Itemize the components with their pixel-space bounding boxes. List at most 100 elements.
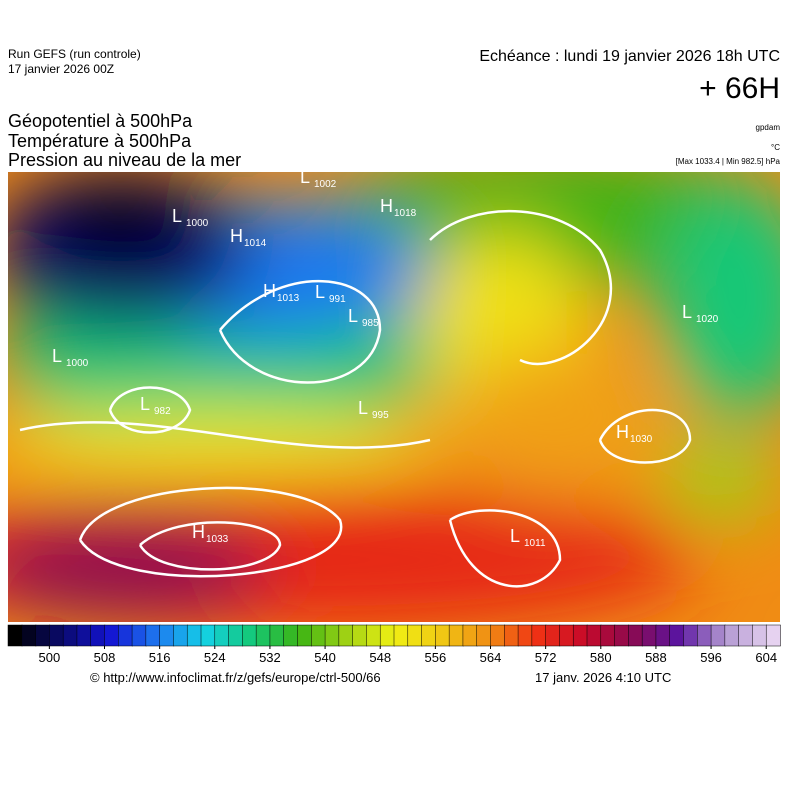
colorbar-swatch xyxy=(297,624,313,647)
center-kind: L xyxy=(358,398,368,418)
lead-time: + 66H xyxy=(699,72,780,105)
field: Géopotentiel à 500hPa xyxy=(8,111,193,131)
field: Pression au niveau de la mer xyxy=(8,150,241,170)
colorbar-swatch xyxy=(683,624,699,647)
colorbar-tick-label: 516 xyxy=(149,650,171,665)
colorbar-swatch xyxy=(186,624,202,647)
colorbar-swatch xyxy=(62,624,78,647)
colorbar-tick-label: 596 xyxy=(700,650,722,665)
colorbar-swatch xyxy=(118,624,133,647)
colorbar-swatch xyxy=(283,624,299,647)
center-kind: L xyxy=(348,306,358,326)
center-kind: L xyxy=(172,206,182,226)
colorbar-tick-label: 588 xyxy=(645,650,667,665)
colorbar-swatch xyxy=(752,624,767,647)
echeance: Echéance : lundi 19 janvier 2026 18h UTC xyxy=(479,48,780,65)
colorbar-swatch xyxy=(131,624,147,647)
colorbar-swatch xyxy=(572,624,588,647)
colorbar-swatch xyxy=(586,624,602,647)
colorbar-swatch xyxy=(738,624,754,647)
colorbar-swatch xyxy=(90,624,106,647)
colorbar-swatch xyxy=(600,624,616,647)
map xyxy=(8,172,780,622)
center-kind: L xyxy=(140,394,150,414)
colorbar-tick-label: 508 xyxy=(94,650,116,665)
center-kind: H xyxy=(616,422,629,442)
colorbar-tick-label: 604 xyxy=(755,650,777,665)
center-value: 1030 xyxy=(630,434,653,445)
colorbar-swatch xyxy=(324,624,340,647)
colorbar-swatch xyxy=(352,624,368,647)
colorbar-swatch xyxy=(697,624,712,647)
center-kind: L xyxy=(682,302,692,322)
colorbar-tick-label: 564 xyxy=(480,650,502,665)
colorbar-tick-label: 540 xyxy=(314,650,336,665)
colorbar: 500 508 516 524 532 540 548 556 564 572 580 588 596 6… xyxy=(7,624,781,665)
colorbar-swatch xyxy=(517,624,533,647)
colorbar-swatch xyxy=(669,624,685,647)
colorbar-swatch xyxy=(724,624,740,647)
colorbar-swatch xyxy=(159,624,175,647)
colorbar-swatch xyxy=(421,624,437,647)
unit: [Max 1033.4 | Min 982.5] hPa xyxy=(676,157,781,166)
center-kind: H xyxy=(192,522,205,542)
center-value: 1018 xyxy=(394,208,417,219)
colorbar-swatch xyxy=(145,624,161,647)
center-value: 1002 xyxy=(314,179,337,190)
center-kind: L xyxy=(52,346,62,366)
colorbar-tick-label: 532 xyxy=(259,650,281,665)
colorbar-swatch xyxy=(531,624,547,647)
colorbar-swatch xyxy=(269,624,285,647)
colorbar-swatch xyxy=(379,624,395,647)
center-kind: H xyxy=(230,226,243,246)
source-url: © http://www.infoclimat.fr/z/gefs/europe… xyxy=(90,670,381,685)
center-kind: H xyxy=(380,196,393,216)
colorbar-swatch xyxy=(200,624,216,647)
center-value: 1000 xyxy=(66,358,89,369)
colorbar-swatch xyxy=(366,624,381,647)
colorbar-swatch xyxy=(407,624,423,647)
colorbar-swatch xyxy=(710,624,726,647)
center-value: 1011 xyxy=(524,538,546,549)
colorbar-tick-label: 548 xyxy=(369,650,391,665)
colorbar-swatch xyxy=(76,624,92,647)
colorbar-swatch xyxy=(242,624,257,647)
colorbar-swatch xyxy=(338,624,354,647)
colorbar-swatch xyxy=(559,624,574,647)
colorbar-swatch xyxy=(504,624,519,647)
center-kind: L xyxy=(300,167,310,187)
field: Température à 500hPa xyxy=(8,131,192,151)
colorbar-swatch xyxy=(311,624,326,647)
center-kind: H xyxy=(263,281,276,301)
center-value: 1000 xyxy=(186,218,209,229)
colorbar-swatch xyxy=(228,624,244,647)
colorbar-swatch xyxy=(641,624,657,647)
colorbar-tick-label: 580 xyxy=(590,650,612,665)
colorbar-swatch xyxy=(35,624,51,647)
unit: °C xyxy=(771,143,780,152)
center-value: 1020 xyxy=(696,314,719,325)
center-value: 985 xyxy=(362,318,379,329)
colorbar-swatch xyxy=(255,624,271,647)
colorbar-swatch xyxy=(655,624,671,647)
center-value: 1014 xyxy=(244,238,267,249)
center-kind: L xyxy=(315,282,325,302)
center-value: 1033 xyxy=(206,534,229,545)
center-value: 995 xyxy=(372,410,389,421)
colorbar-tick-label: 556 xyxy=(425,650,447,665)
colorbar-swatch xyxy=(214,624,230,647)
run: Run GEFS (run controle) xyxy=(8,47,141,61)
center-value: 1013 xyxy=(277,293,300,304)
colorbar-swatch xyxy=(614,624,630,647)
colorbar-swatch xyxy=(49,624,64,647)
colorbar-swatch xyxy=(628,624,643,647)
made-time: 17 janv. 2026 4:10 UTC xyxy=(535,670,671,685)
colorbar-tick-label: 524 xyxy=(204,650,226,665)
center-value: 982 xyxy=(154,406,171,417)
run-date: 17 janvier 2026 00Z xyxy=(8,62,114,76)
colorbar-swatch xyxy=(476,624,492,647)
colorbar-tick-label: 572 xyxy=(535,650,557,665)
colorbar-swatch xyxy=(173,624,188,647)
colorbar-swatch xyxy=(462,624,478,647)
